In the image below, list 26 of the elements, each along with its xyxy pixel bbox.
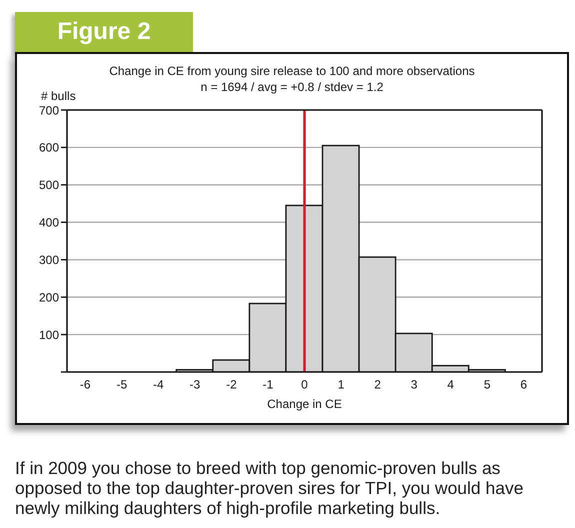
x-axis-title: Change in CE [267, 397, 342, 411]
y-tick-label: 600 [38, 140, 60, 155]
x-tick-label: 5 [484, 378, 491, 392]
x-tick-label: -3 [190, 378, 201, 392]
x-tick-label: 2 [374, 378, 382, 392]
x-tick-label: 3 [410, 378, 418, 392]
x-tick-label: 1 [338, 378, 345, 392]
x-tick-label: 0 [301, 378, 308, 392]
x-tick-label: -4 [153, 378, 164, 392]
x-tick-label: 6 [520, 378, 528, 392]
x-tick-label: -6 [80, 378, 91, 392]
y-tick-label: 700 [38, 103, 60, 118]
y-tick-label: 200 [38, 290, 60, 304]
x-tick-label: 4 [447, 378, 454, 392]
chart-title: Change in CE from young sire release to 100 and more observations [108, 64, 476, 79]
x-tick-label: -1 [262, 378, 274, 392]
y-axis-title: # bulls [41, 89, 76, 104]
chart-subtitle: n = 1694 / avg = +0.8 / stdev = 1.2 [200, 80, 384, 94]
x-tick-label: -2 [226, 378, 238, 392]
y-tick-label: 500 [38, 178, 60, 192]
text: If in 2009 you chose to breed with top genomic-proven bulls as opposed to the top daughter-proven sires for TPI, you would have newly milking daughters of high-profile marketing bulls. [15, 458, 524, 518]
x-tick-label: -5 [116, 378, 128, 392]
caption: Figure 2 [56, 18, 152, 46]
y-tick-label: 300 [38, 252, 60, 267]
y-tick-label: 100 [38, 328, 60, 342]
y-tick-label: 400 [38, 216, 60, 230]
